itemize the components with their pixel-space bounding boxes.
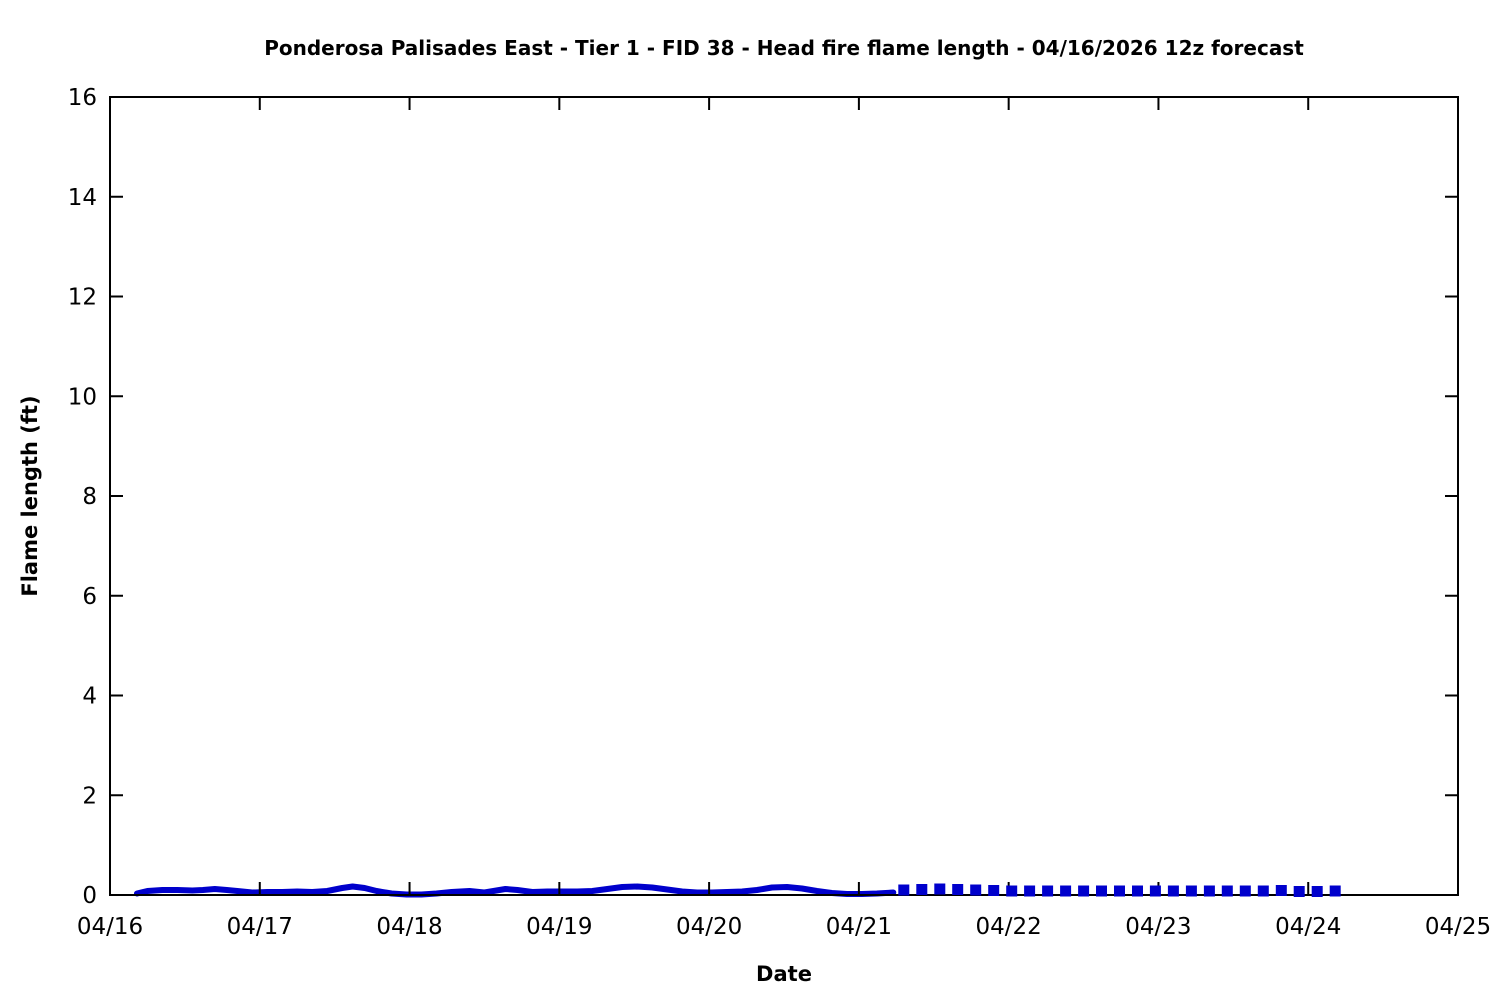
flame-length-dash-marker [1006, 885, 1018, 897]
flame-length-dash-marker [988, 885, 1000, 896]
x-tick-label: 04/19 [526, 914, 592, 940]
y-tick-label: 8 [82, 484, 97, 510]
flame-length-dash-marker [1257, 885, 1269, 897]
x-tick-label: 04/18 [376, 914, 442, 940]
flame-length-dash-marker [1275, 885, 1287, 896]
y-axis-title: Flame length (ft) [18, 395, 42, 597]
plot-frame [109, 96, 1459, 896]
x-tick-label: 04/21 [826, 914, 892, 940]
x-tick-label: 04/20 [676, 914, 742, 940]
y-tick-label: 0 [82, 883, 97, 909]
x-tick-label: 04/23 [1125, 914, 1191, 940]
flame-length-dash-marker [934, 883, 946, 895]
flame-length-dash-marker [1024, 885, 1036, 897]
flame-length-dash-marker [898, 884, 910, 896]
flame-length-dash-marker [1114, 885, 1125, 897]
flame-length-dash-marker [970, 884, 982, 896]
y-tick-label: 4 [82, 684, 97, 710]
x-axis-title: Date [756, 962, 812, 986]
y-tick-label: 10 [68, 384, 97, 410]
x-tick-label: 04/16 [77, 914, 143, 940]
x-tick-label: 04/24 [1275, 914, 1341, 940]
flame-length-dash-marker [1239, 885, 1251, 897]
y-tick-label: 2 [82, 783, 97, 809]
y-tick-label: 14 [68, 185, 97, 211]
x-tick-label: 04/25 [1425, 914, 1491, 940]
flame-length-dash-marker [1042, 885, 1054, 897]
flame-length-dash-marker [1221, 885, 1233, 897]
x-tick-label: 04/22 [976, 914, 1042, 940]
flame-length-dash-marker [1060, 885, 1072, 897]
chart-title: Ponderosa Palisades East - Tier 1 - FID … [264, 36, 1304, 60]
y-tick-label: 12 [68, 285, 97, 311]
flame-length-dash-marker [1167, 885, 1179, 897]
flame-length-dash-marker [1311, 886, 1323, 897]
flame-length-dash-marker [1132, 885, 1143, 897]
flame-length-dash-marker [1329, 885, 1341, 897]
y-tick-label: 6 [82, 584, 97, 610]
flame-length-dash-marker [916, 884, 928, 895]
flame-length-dash-marker [1078, 885, 1090, 897]
flame-length-dash-marker [1185, 885, 1197, 897]
flame-length-solid-line [134, 883, 897, 898]
flame-length-dash-marker [1293, 886, 1305, 897]
flame-length-dash-marker [1203, 885, 1215, 897]
x-tick-label: 04/17 [227, 914, 293, 940]
y-tick-label: 16 [68, 85, 97, 111]
flame-length-dash-marker [1149, 885, 1161, 897]
flame-length-dash-marker [952, 884, 964, 895]
flame-length-dash-marker [1096, 885, 1107, 897]
